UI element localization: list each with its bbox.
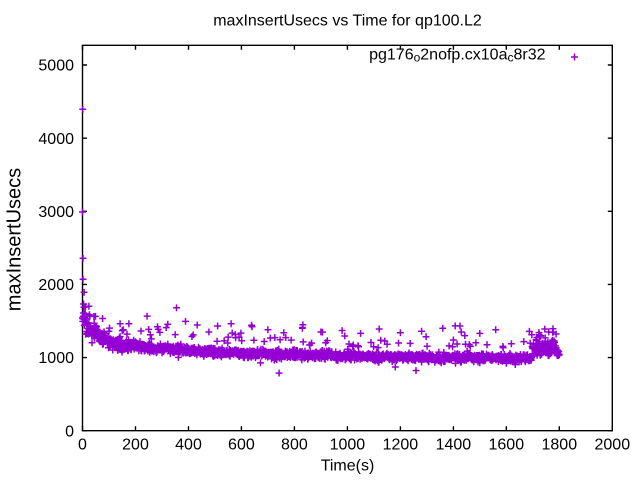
svg-text:1000: 1000	[330, 437, 366, 454]
svg-text:2000: 2000	[38, 277, 74, 294]
svg-text:5000: 5000	[38, 58, 74, 75]
svg-text:0: 0	[78, 437, 87, 454]
svg-text:4000: 4000	[38, 131, 74, 148]
svg-text:600: 600	[228, 437, 255, 454]
svg-text:maxInsertUsecs: maxInsertUsecs	[4, 168, 26, 311]
svg-text:pg176o2nofp.cx10ac8r32: pg176o2nofp.cx10ac8r32	[369, 47, 546, 65]
svg-text:maxInsertUsecs vs Time for qp1: maxInsertUsecs vs Time for qp100.L2	[213, 13, 482, 30]
svg-text:0: 0	[65, 423, 74, 440]
svg-text:400: 400	[175, 437, 202, 454]
svg-text:1400: 1400	[436, 437, 472, 454]
svg-text:1000: 1000	[38, 350, 74, 367]
svg-text:2000: 2000	[595, 437, 631, 454]
svg-text:3000: 3000	[38, 204, 74, 221]
svg-text:1200: 1200	[383, 437, 419, 454]
svg-text:800: 800	[281, 437, 308, 454]
svg-text:1600: 1600	[489, 437, 525, 454]
svg-text:1800: 1800	[542, 437, 578, 454]
svg-text:Time(s): Time(s)	[321, 458, 375, 475]
svg-text:200: 200	[122, 437, 149, 454]
